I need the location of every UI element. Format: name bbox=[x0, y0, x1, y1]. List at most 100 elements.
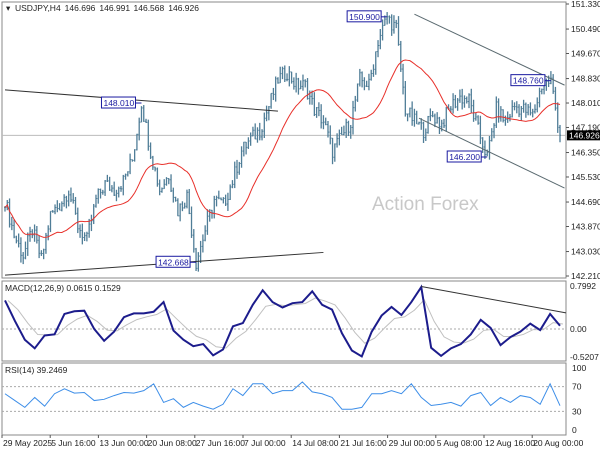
price-bar bbox=[331, 137, 334, 165]
price-bar bbox=[513, 102, 516, 111]
x-tick-label: 29 Jul 00:00 bbox=[389, 438, 436, 448]
time-axis: 29 May 2025 5 Jun 16:00 13 Jun 00:00 20 Jun… bbox=[1, 435, 584, 448]
price-bar bbox=[417, 121, 420, 125]
price-bar bbox=[195, 247, 198, 272]
price-bar bbox=[461, 88, 464, 110]
price-bar bbox=[502, 109, 505, 123]
price-bar bbox=[365, 80, 368, 88]
price-bar bbox=[72, 193, 75, 204]
price-bar bbox=[345, 118, 348, 138]
price-bar bbox=[479, 115, 482, 145]
x-tick-label: 5 Jun 16:00 bbox=[51, 438, 96, 448]
x-tick-label: 21 Jul 16:00 bbox=[340, 438, 387, 448]
price-bar bbox=[179, 203, 182, 222]
price-bar bbox=[386, 12, 389, 25]
price-bar bbox=[104, 180, 107, 196]
price-bar bbox=[276, 77, 279, 84]
price-bar bbox=[495, 96, 498, 128]
price-bar bbox=[247, 137, 250, 149]
price-label-text: 146.200 bbox=[449, 152, 480, 162]
price-label: 142.668 bbox=[155, 255, 197, 268]
price-bar bbox=[290, 71, 293, 84]
x-tick-label: 20 Aug 00:00 bbox=[533, 438, 583, 448]
y-tick-label: 144.690 bbox=[571, 197, 600, 207]
price-bar bbox=[117, 186, 120, 198]
price-panel[interactable]: Action Forex 148.010 150.900 148.760 146.20… bbox=[1, 0, 600, 281]
price-bar bbox=[456, 98, 459, 111]
price-bar bbox=[299, 80, 302, 90]
price-bar bbox=[481, 137, 484, 153]
price-bar bbox=[336, 133, 339, 148]
price-bar bbox=[324, 117, 327, 126]
y-tick-label: 142.210 bbox=[571, 271, 600, 281]
macd-trendline[interactable] bbox=[421, 286, 567, 314]
price-bar bbox=[352, 100, 355, 135]
price-bar bbox=[304, 79, 307, 88]
price-bar bbox=[411, 101, 414, 126]
price-bar bbox=[88, 218, 91, 238]
trendline[interactable] bbox=[4, 89, 278, 112]
price-bar bbox=[452, 93, 455, 114]
price-bar bbox=[477, 115, 480, 125]
price-bar bbox=[377, 40, 380, 58]
price-bar bbox=[422, 121, 425, 143]
price-bar bbox=[356, 83, 359, 102]
price-bar bbox=[468, 93, 471, 109]
price-bar bbox=[151, 155, 154, 170]
y-tick-label: 146.350 bbox=[571, 148, 600, 158]
price-bar bbox=[8, 198, 11, 228]
price-bar bbox=[172, 187, 175, 203]
price-bar bbox=[208, 209, 211, 222]
price-bar bbox=[92, 203, 95, 225]
price-bar bbox=[115, 189, 118, 202]
price-bar bbox=[258, 122, 261, 141]
price-bar bbox=[126, 171, 129, 177]
macd-title: MACD(12,26,9) 0.0615 0.1529 bbox=[5, 283, 121, 293]
macd-panel[interactable]: MACD(12,26,9) 0.0615 0.1529 0.7992 0.00 -0… bbox=[1, 280, 599, 362]
price-bar bbox=[217, 190, 220, 200]
price-bar bbox=[315, 107, 318, 118]
price-bar bbox=[24, 241, 27, 260]
price-bar bbox=[506, 111, 509, 123]
price-bar bbox=[13, 219, 16, 239]
price-bar bbox=[370, 69, 373, 81]
price-bar bbox=[65, 195, 68, 209]
symbol-dropdown-icon[interactable]: ▾ bbox=[6, 3, 11, 13]
price-bar bbox=[156, 167, 159, 187]
price-bar bbox=[279, 66, 282, 84]
price-bar bbox=[313, 92, 316, 117]
price-bar bbox=[518, 104, 521, 118]
price-bar bbox=[245, 141, 248, 155]
macd-tick-label: 0.00 bbox=[570, 324, 587, 334]
price-bar bbox=[322, 115, 325, 130]
price-bar bbox=[406, 113, 409, 122]
price-bar bbox=[529, 102, 532, 116]
price-bar bbox=[83, 232, 86, 242]
y-tick-label: 143.030 bbox=[571, 247, 600, 257]
y-tick-label: 148.010 bbox=[571, 98, 600, 108]
price-bar bbox=[311, 90, 314, 105]
price-label: 148.760 bbox=[510, 74, 551, 87]
rsi-tick-label: 0 bbox=[572, 425, 577, 435]
price-bar bbox=[106, 174, 109, 183]
trendline[interactable] bbox=[418, 117, 565, 189]
price-bar bbox=[160, 187, 163, 193]
price-bar bbox=[358, 68, 361, 87]
rsi-panel-border bbox=[1, 362, 567, 436]
price-bar bbox=[388, 15, 391, 24]
price-bar bbox=[19, 237, 22, 263]
price-bar bbox=[524, 102, 527, 118]
price-bar bbox=[433, 113, 436, 128]
price-bar bbox=[267, 105, 270, 121]
price-bar bbox=[404, 80, 407, 117]
rsi-panel[interactable]: RSI(14) 39.2469 100 70 30 0 bbox=[1, 362, 586, 436]
price-bar bbox=[338, 129, 341, 146]
trendline[interactable] bbox=[414, 13, 565, 86]
header-low: 146.568 bbox=[134, 3, 165, 13]
price-bar bbox=[129, 153, 132, 175]
price-bar bbox=[527, 104, 530, 116]
price-bar bbox=[349, 124, 352, 139]
price-bar bbox=[454, 94, 457, 109]
